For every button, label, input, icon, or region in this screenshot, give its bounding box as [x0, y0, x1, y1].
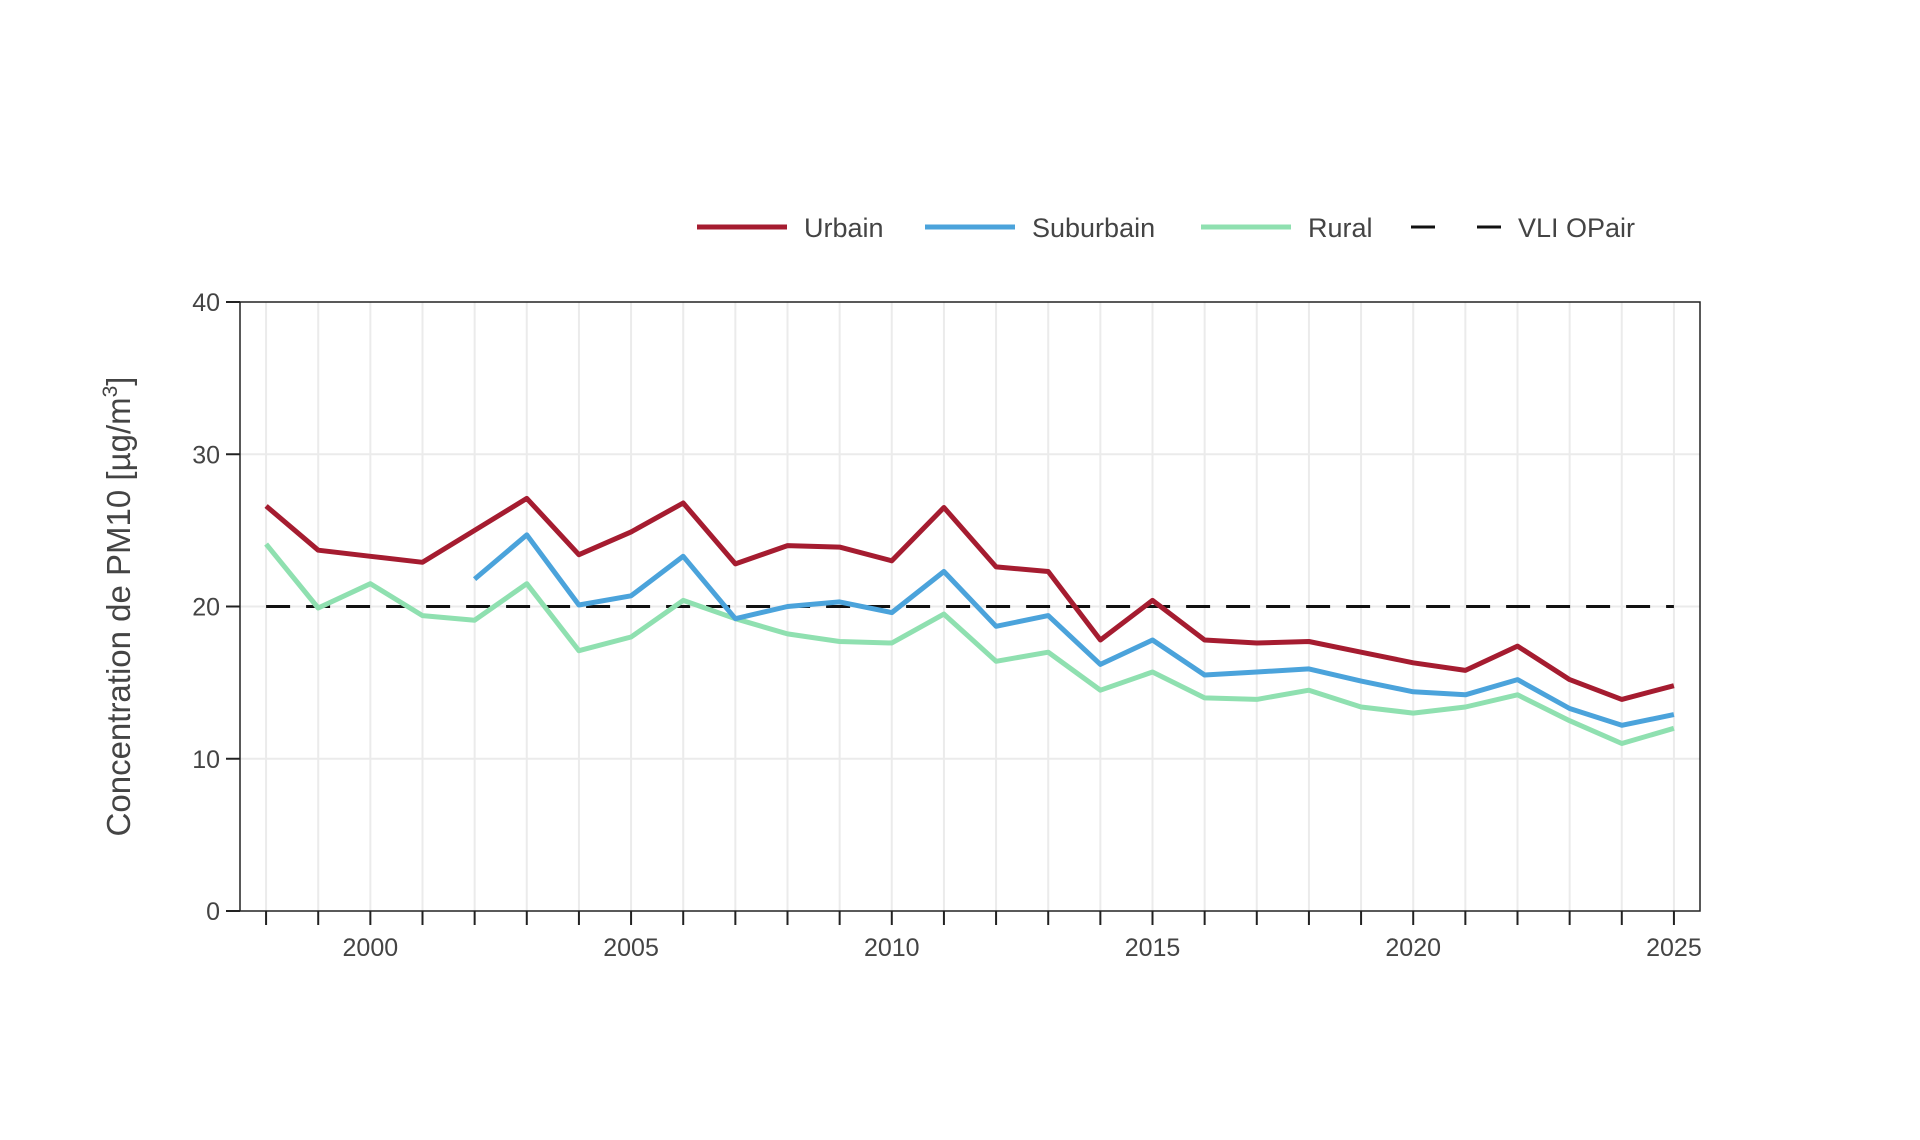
x-tick-label: 2025 — [1646, 934, 1702, 962]
y-axis-title-main: Concentration de PM10 [µg/m — [100, 397, 137, 836]
legend-label: Suburbain — [1032, 213, 1155, 243]
legend-label: VLI OPair — [1518, 213, 1635, 243]
legend-label: Urbain — [804, 213, 884, 243]
legend-label: Rural — [1308, 213, 1373, 243]
series-line-suburbain — [472, 532, 1675, 728]
legend: Urbain Suburbain Rural VLI OPair — [697, 213, 1635, 243]
series-line-urbain — [264, 495, 1675, 702]
y-tick-label: 10 — [192, 746, 220, 774]
series-lines — [264, 495, 1675, 746]
x-tick-label: 2020 — [1385, 934, 1441, 962]
x-tick-label: 2000 — [343, 934, 399, 962]
y-tick-label: 40 — [192, 289, 220, 317]
y-axis-title-superscript: 3 — [99, 386, 122, 398]
y-tick-label: 20 — [192, 594, 220, 622]
y-tick-label: 0 — [206, 898, 220, 926]
y-axis-title-end: ] — [100, 377, 137, 386]
y-axis-title: Concentration de PM10 [µg/m3] — [99, 377, 137, 837]
axes: 2000 2005 2010 2015 2020 2025 0 10 20 30 40 — [192, 289, 1702, 962]
x-tick-label: 2015 — [1125, 934, 1181, 962]
x-tick-label: 2005 — [603, 934, 659, 962]
y-tick-label: 30 — [192, 441, 220, 469]
series-line-rural — [264, 542, 1675, 746]
x-tick-label: 2010 — [864, 934, 920, 962]
